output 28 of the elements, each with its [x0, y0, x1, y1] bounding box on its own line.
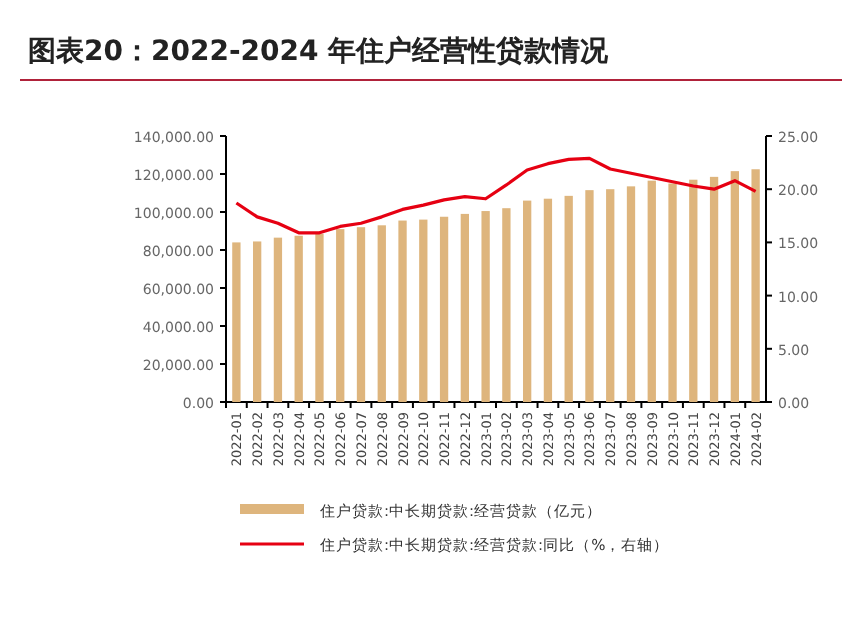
- bar: [689, 179, 698, 402]
- bar: [273, 237, 283, 402]
- bar: [564, 195, 573, 402]
- bar: [730, 171, 739, 402]
- bar: [626, 186, 636, 402]
- bar: [647, 180, 656, 402]
- bar: [585, 190, 594, 402]
- bar: [502, 208, 511, 402]
- bar: [523, 200, 532, 402]
- bar: [460, 213, 469, 402]
- bar: [315, 233, 324, 402]
- bar: [606, 189, 615, 402]
- bar: [668, 183, 677, 402]
- bar: [709, 176, 719, 402]
- bar: [481, 211, 490, 402]
- bar: [294, 235, 303, 402]
- bar: [439, 216, 449, 402]
- bar: [543, 198, 553, 402]
- line-series: [234, 156, 758, 235]
- bar: [419, 219, 428, 402]
- bar: [398, 220, 407, 402]
- bar: [253, 241, 262, 402]
- bar: [377, 225, 386, 402]
- bar: [751, 169, 760, 402]
- bar: [336, 229, 345, 402]
- bar: [356, 227, 366, 402]
- bar: [232, 242, 241, 402]
- chart-title: 图表20：2022-2024 年住户经营性贷款情况: [28, 34, 611, 68]
